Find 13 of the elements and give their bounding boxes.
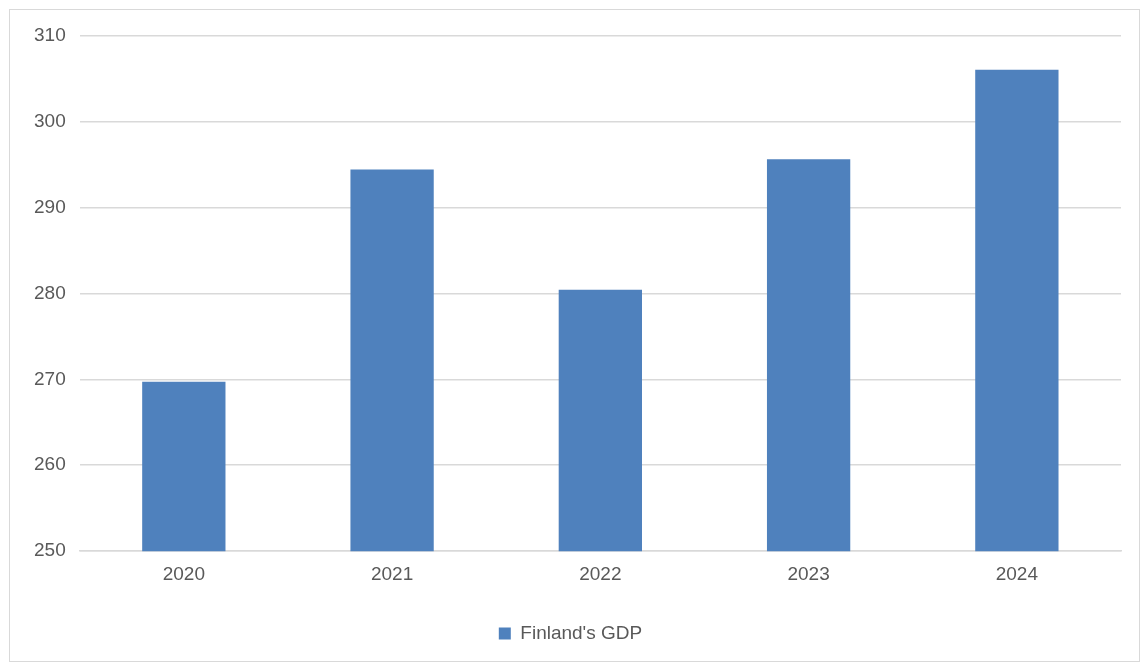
x-tick-label: 2023 <box>787 562 830 584</box>
y-tick-label: 290 <box>34 195 66 217</box>
y-tick-label: 260 <box>34 453 66 475</box>
x-tick-label: 2021 <box>370 562 414 584</box>
y-tick-label: 270 <box>34 367 66 389</box>
y-tick-label: 250 <box>34 539 66 561</box>
y-tick-label: 280 <box>34 281 66 303</box>
legend-label: Finland's GDP <box>520 621 643 643</box>
y-tick-label: 300 <box>34 109 66 131</box>
x-tick-label: 2024 <box>995 562 1039 584</box>
x-tick-label: 2020 <box>162 562 205 584</box>
x-tick-label: 2022 <box>579 562 622 584</box>
y-tick-label: 310 <box>34 23 66 45</box>
